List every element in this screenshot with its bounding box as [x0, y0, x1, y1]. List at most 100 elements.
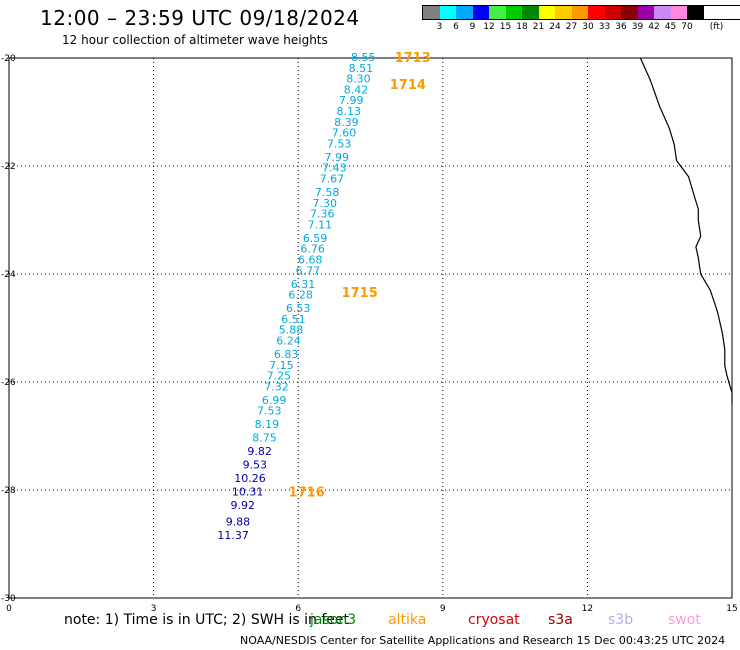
- wave-height-label: 6.77: [296, 264, 321, 277]
- legend-swatch: [456, 6, 473, 19]
- legend-label: 21: [532, 22, 545, 32]
- legend-swatch: [571, 6, 588, 19]
- wave-height-label: 9.82: [247, 445, 272, 458]
- legend-label: 42: [648, 22, 660, 32]
- legend-label: 18: [516, 22, 528, 32]
- y-tick-label: -28: [1, 486, 16, 496]
- wave-height-label: 8.42: [344, 83, 369, 96]
- axis-ticks: 0 3 6 9 12 15 -20 -22 -24 -26 -28 -30: [1, 54, 738, 614]
- coastline: [639, 57, 733, 404]
- plot-frame: [8, 57, 733, 599]
- legend-label: 45: [664, 22, 677, 32]
- pass-label: 1715: [342, 286, 378, 301]
- wave-height-label: 6.99: [262, 394, 287, 407]
- legend-swatch: [472, 6, 489, 19]
- legend-label: 24: [549, 22, 561, 32]
- legend-swatch: [522, 6, 539, 19]
- wave-height-label: 8.13: [337, 105, 362, 118]
- wave-height-label: 7.43: [322, 162, 347, 175]
- x-tick-label: 6: [295, 604, 301, 614]
- footer-note: note: 1) Time is in UTC; 2) SWH is in fe…: [64, 612, 350, 628]
- legend-label: 33: [598, 22, 611, 32]
- wave-height-label: 10.31: [232, 486, 264, 499]
- y-tick-label: -20: [1, 54, 16, 64]
- wave-height-label: 7.53: [257, 405, 282, 418]
- wave-height-label: 9.88: [226, 515, 251, 528]
- wave-height-label: 7.58: [315, 186, 340, 199]
- legend-color-bar: [422, 5, 740, 20]
- legend-label: 30: [582, 22, 594, 32]
- legend-swatch: [670, 6, 687, 19]
- wave-height-label: 6.53: [286, 302, 311, 315]
- y-tick-label: -22: [1, 162, 16, 172]
- x-tick-label: 15: [726, 604, 737, 614]
- pass-label: 1716: [289, 486, 325, 501]
- wave-height-label: 5.88: [279, 324, 304, 337]
- wave-height-label: 7.99: [339, 94, 364, 107]
- wave-height-label: 7.11: [308, 218, 333, 231]
- x-tick-label: 12: [582, 604, 593, 614]
- legend-label: 15: [499, 22, 512, 32]
- wave-height-label: 6.83: [274, 348, 299, 361]
- legend-unit: (ft): [709, 22, 724, 32]
- wave-height-label: 7.32: [264, 380, 289, 393]
- legend-swatch: [489, 6, 506, 19]
- legend-swatch: [637, 6, 654, 19]
- wave-height-label: 8.30: [346, 73, 371, 86]
- color-legend: 3 6 9 12 15 18 21 24 27 30 33 36 39 42 45 70 (ft): [422, 5, 740, 32]
- legend-swatch: [538, 6, 555, 19]
- grid-lines: [9, 58, 732, 598]
- x-tick-label: 9: [440, 604, 446, 614]
- y-tick-label: -24: [1, 270, 16, 280]
- wave-height-label: 8.55: [351, 51, 376, 64]
- legend-label: 27: [565, 22, 578, 32]
- wave-height-label: 9.92: [231, 499, 256, 512]
- wave-height-label: 9.53: [243, 459, 268, 472]
- legend-label: 3: [436, 22, 443, 32]
- legend-swatch: [604, 6, 621, 19]
- legend-swatch: [439, 6, 456, 19]
- wave-height-label: 7.99: [325, 151, 350, 164]
- wave-height-label: 11.37: [217, 529, 249, 542]
- satellite-name: jason3: [310, 612, 357, 628]
- wave-height-label: 8.39: [334, 116, 359, 129]
- pass-labels: 1713 1714 1715 1716: [289, 51, 431, 501]
- legend-swatch: [588, 6, 605, 19]
- y-tick-label: -30: [1, 594, 16, 604]
- wave-height-label: 6.28: [288, 289, 313, 302]
- legend-swatch: [687, 6, 704, 19]
- wave-height-label: 8.51: [349, 62, 374, 75]
- legend-labels: 3 6 9 12 15 18 21 24 27 30 33 36 39 42 45 70 (ft): [422, 20, 740, 32]
- satellite-name: s3a: [548, 612, 573, 628]
- y-tick-label: -26: [1, 378, 16, 388]
- wave-height-label: 6.24: [276, 335, 301, 348]
- wave-height-label: 7.53: [327, 137, 352, 150]
- credit-line: NOAA/NESDIS Center for Satellite Applica…: [240, 634, 726, 647]
- legend-label: 39: [631, 22, 644, 32]
- legend-swatch: [555, 6, 572, 19]
- wave-height-label: 6.68: [298, 254, 323, 267]
- legend-swatch: [654, 6, 671, 19]
- wave-height-label: 6.31: [291, 278, 316, 291]
- legend-swatch: [505, 6, 522, 19]
- legend-swatch: [423, 6, 440, 19]
- satellite-name: s3b: [608, 612, 634, 628]
- wave-height-values: 8.558.518.308.427.998.138.397.607.537.99…: [217, 51, 375, 542]
- wave-height-label: 7.15: [269, 359, 294, 372]
- wave-height-label: 10.26: [234, 472, 266, 485]
- wave-height-label: 8.19: [255, 418, 280, 431]
- wave-height-label: 7.25: [267, 370, 292, 383]
- wave-height-label: 7.67: [320, 173, 345, 186]
- wave-height-label: 7.30: [312, 197, 337, 210]
- wave-height-label: 6.76: [300, 243, 325, 256]
- pass-label: 1713: [395, 51, 431, 66]
- wave-height-label: 6.51: [281, 313, 306, 326]
- x-tick-label: 3: [151, 604, 157, 614]
- legend-label: 6: [453, 22, 459, 32]
- legend-swatch: [621, 6, 638, 19]
- x-tick-label: 0: [6, 604, 12, 614]
- satellite-name: swot: [668, 612, 701, 628]
- satellite-name: cryosat: [468, 612, 520, 628]
- pass-label: 1714: [390, 78, 426, 93]
